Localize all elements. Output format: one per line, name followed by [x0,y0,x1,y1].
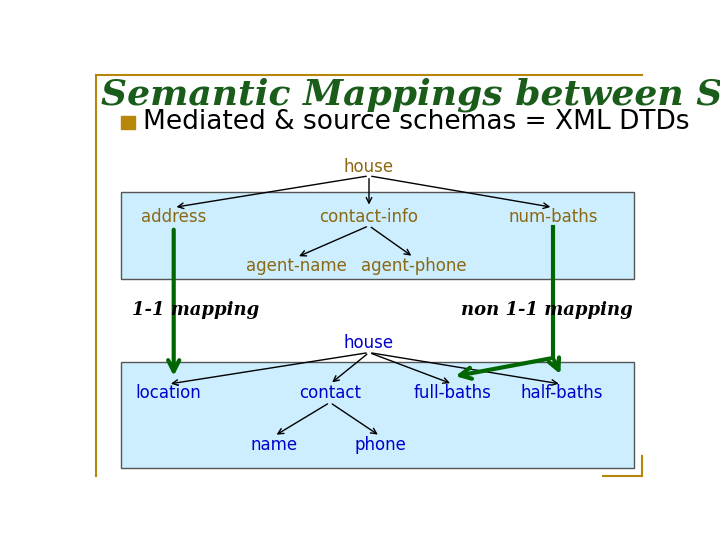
Text: non 1-1 mapping: non 1-1 mapping [461,301,633,319]
Text: contact: contact [299,384,361,402]
Text: Semantic Mappings between Schemas: Semantic Mappings between Schemas [101,77,720,112]
Text: house: house [344,158,394,176]
Text: contact-info: contact-info [320,207,418,226]
Text: Mediated & source schemas = XML DTDs: Mediated & source schemas = XML DTDs [143,109,690,135]
Text: phone: phone [354,436,406,454]
Text: num-baths: num-baths [508,207,598,226]
Text: half-baths: half-baths [521,384,603,402]
Text: location: location [135,384,201,402]
Text: address: address [141,207,207,226]
Text: name: name [251,436,297,454]
Text: house: house [344,334,394,353]
Bar [121,116,135,129]
Text: agent-phone: agent-phone [361,258,467,275]
Bar [121,362,634,468]
Text: 1-1 mapping: 1-1 mapping [132,301,259,319]
Text: full-baths: full-baths [414,384,492,402]
Bar [121,192,634,279]
Text: agent-name: agent-name [246,258,347,275]
